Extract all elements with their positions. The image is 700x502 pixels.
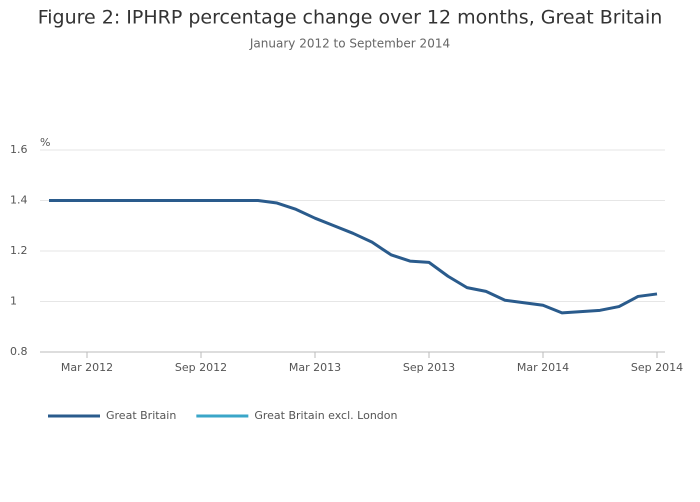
- y-tick-label: 1.6: [10, 143, 28, 156]
- chart-subtitle: January 2012 to September 2014: [249, 37, 450, 51]
- line: [49, 199, 658, 315]
- y-tick-label: 0.8: [10, 345, 28, 358]
- legend-label: Great Britain excl. London: [254, 409, 397, 422]
- x-tick-label: Mar 2013: [289, 361, 341, 374]
- y-tick-label: 1: [10, 295, 17, 308]
- y-tick-label: 1.4: [10, 194, 28, 207]
- chart-title: Figure 2: IPHRP percentage change over 1…: [38, 7, 663, 29]
- y-tick-label: 1.2: [10, 244, 28, 257]
- x-tick-label: Mar 2012: [61, 361, 113, 374]
- x-tick-label: Mar 2014: [517, 361, 569, 374]
- x-tick-label: Sep 2014: [631, 361, 683, 374]
- x-tick-label: Sep 2012: [175, 361, 227, 374]
- legend-label: Great Britain: [106, 409, 176, 422]
- x-tick-label: Sep 2013: [403, 361, 455, 374]
- y-axis-label: %: [40, 136, 50, 149]
